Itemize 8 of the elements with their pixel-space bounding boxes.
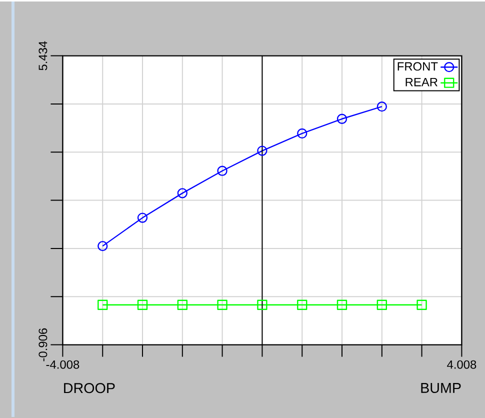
text: DROOP	[64, 382, 115, 393]
y-tick-label: -0.906	[38, 328, 48, 361]
text: BUMP	[421, 382, 461, 393]
legend-label: FRONT	[398, 62, 438, 70]
y-tick-label: 5.434	[38, 40, 48, 70]
legend-label: REAR	[406, 78, 438, 86]
x-tick-label: -4.008	[46, 360, 80, 369]
x-tick-label: 4.008	[447, 360, 476, 369]
